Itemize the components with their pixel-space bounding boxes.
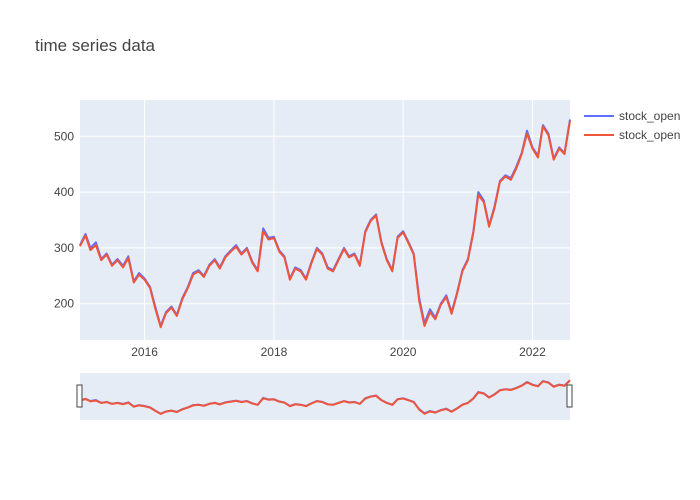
- x-tick-label: 2016: [131, 345, 158, 359]
- x-tick-label: 2022: [519, 345, 546, 359]
- legend[interactable]: stock_open stock_open: [584, 109, 680, 142]
- x-tick-label: 2020: [390, 345, 417, 359]
- y-axis-ticks: 200 300 400 500: [54, 129, 74, 310]
- series-lines: [79, 119, 571, 329]
- y-tick-label: 400: [54, 185, 74, 199]
- y-tick-label: 200: [54, 297, 74, 311]
- legend-label: stock_open: [619, 109, 680, 123]
- range-slider[interactable]: [76, 373, 573, 420]
- range-slider-background[interactable]: [80, 373, 570, 420]
- y-tick-label: 300: [54, 241, 74, 255]
- legend-label: stock_open: [619, 128, 680, 142]
- range-slider-series-line-2: [79, 379, 571, 416]
- x-axis-ticks: 2016 2018 2020 2022: [131, 345, 546, 359]
- range-slider-left-handle[interactable]: [76, 384, 83, 408]
- gridlines: [80, 100, 570, 340]
- legend-item-1[interactable]: stock_open: [584, 109, 680, 123]
- y-tick-label: 500: [54, 129, 74, 143]
- series-line-2[interactable]: [79, 120, 571, 329]
- legend-item-2[interactable]: stock_open: [584, 128, 680, 142]
- range-slider-series: [79, 379, 571, 416]
- x-tick-label: 2018: [261, 345, 288, 359]
- chart-title: time series data: [35, 36, 156, 55]
- range-slider-right-handle[interactable]: [566, 384, 573, 408]
